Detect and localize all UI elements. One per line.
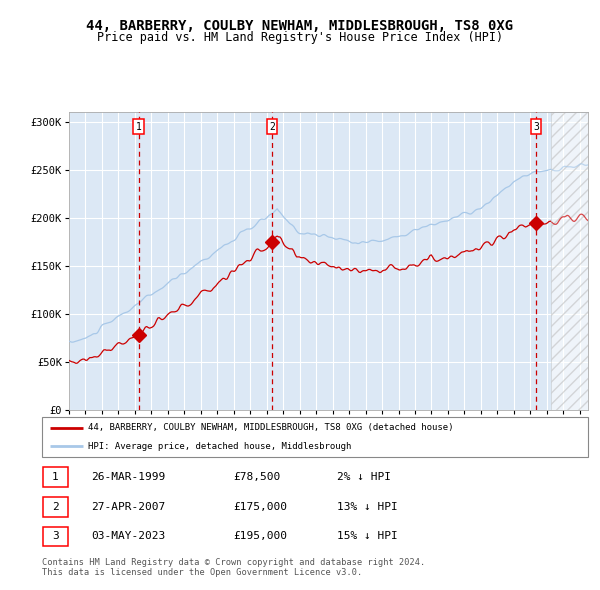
- Text: 3: 3: [52, 532, 59, 542]
- Text: HPI: Average price, detached house, Middlesbrough: HPI: Average price, detached house, Midd…: [88, 442, 352, 451]
- Text: £195,000: £195,000: [233, 532, 287, 542]
- Bar: [551, 112, 588, 410]
- Text: 44, BARBERRY, COULBY NEWHAM, MIDDLESBROUGH, TS8 0XG (detached house): 44, BARBERRY, COULBY NEWHAM, MIDDLESBROU…: [88, 424, 454, 432]
- Text: 44, BARBERRY, COULBY NEWHAM, MIDDLESBROUGH, TS8 0XG: 44, BARBERRY, COULBY NEWHAM, MIDDLESBROU…: [86, 19, 514, 33]
- FancyBboxPatch shape: [43, 497, 68, 517]
- Text: £175,000: £175,000: [233, 502, 287, 512]
- Text: 03-MAY-2023: 03-MAY-2023: [91, 532, 166, 542]
- Text: 2: 2: [269, 122, 275, 132]
- FancyBboxPatch shape: [43, 526, 68, 546]
- Text: 1: 1: [136, 122, 142, 132]
- Text: 27-APR-2007: 27-APR-2007: [91, 502, 166, 512]
- Text: Contains HM Land Registry data © Crown copyright and database right 2024.
This d: Contains HM Land Registry data © Crown c…: [42, 558, 425, 577]
- Text: 15% ↓ HPI: 15% ↓ HPI: [337, 532, 398, 542]
- Text: 2% ↓ HPI: 2% ↓ HPI: [337, 472, 391, 482]
- Text: 26-MAR-1999: 26-MAR-1999: [91, 472, 166, 482]
- FancyBboxPatch shape: [43, 467, 68, 487]
- Text: 2: 2: [52, 502, 59, 512]
- FancyBboxPatch shape: [42, 417, 588, 457]
- Text: £78,500: £78,500: [233, 472, 280, 482]
- Text: 3: 3: [533, 122, 539, 132]
- Text: 1: 1: [52, 472, 59, 482]
- Text: Price paid vs. HM Land Registry's House Price Index (HPI): Price paid vs. HM Land Registry's House …: [97, 31, 503, 44]
- Text: 13% ↓ HPI: 13% ↓ HPI: [337, 502, 398, 512]
